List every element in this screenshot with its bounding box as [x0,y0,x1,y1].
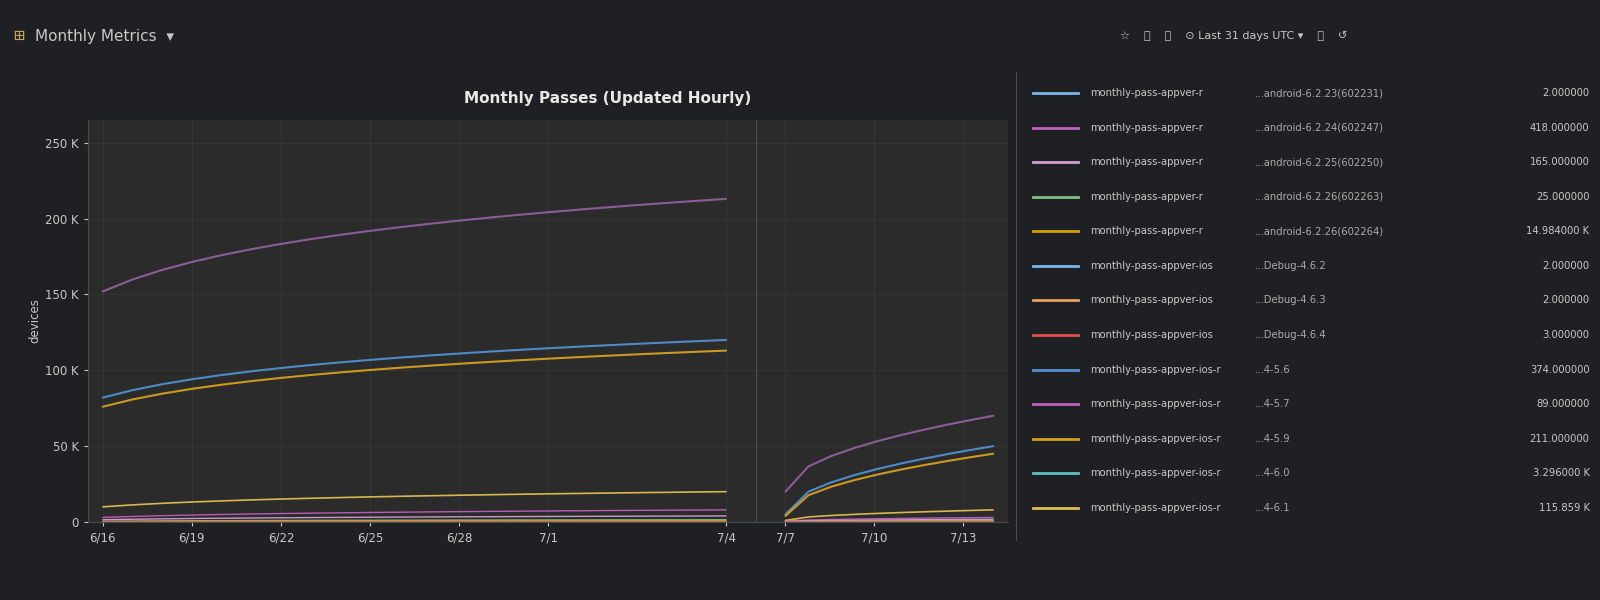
Text: monthly-pass-appver-r: monthly-pass-appver-r [1090,122,1203,133]
Text: monthly-pass-appver-ios: monthly-pass-appver-ios [1090,295,1213,305]
Text: 2.000000: 2.000000 [1542,88,1589,98]
Text: monthly-pass-appver-ios-r: monthly-pass-appver-ios-r [1090,365,1221,374]
Y-axis label: devices: devices [29,299,42,343]
Text: 25.000000: 25.000000 [1536,192,1589,202]
Text: monthly-pass-appver-r: monthly-pass-appver-r [1090,226,1203,236]
Text: ...Debug-4.6.4: ...Debug-4.6.4 [1254,330,1326,340]
Text: ...Debug-4.6.2: ...Debug-4.6.2 [1254,261,1326,271]
Text: ...Debug-4.6.3: ...Debug-4.6.3 [1254,295,1326,305]
Text: monthly-pass-appver-ios-r: monthly-pass-appver-ios-r [1090,434,1221,443]
Text: 115.859 K: 115.859 K [1539,503,1589,513]
Text: monthly-pass-appver-r: monthly-pass-appver-r [1090,88,1203,98]
Text: ...4-6.1: ...4-6.1 [1254,503,1290,513]
Text: 2.000000: 2.000000 [1542,261,1589,271]
Text: ...android-6.2.23(602231): ...android-6.2.23(602231) [1254,88,1384,98]
Text: 14.984000 K: 14.984000 K [1526,226,1589,236]
Text: 211.000000: 211.000000 [1530,434,1589,443]
Text: ...4-6.0: ...4-6.0 [1254,468,1290,478]
Text: 2.000000: 2.000000 [1542,295,1589,305]
Text: monthly-pass-appver-ios-r: monthly-pass-appver-ios-r [1090,503,1221,513]
Text: ...android-6.2.26(602264): ...android-6.2.26(602264) [1254,226,1384,236]
Text: monthly-pass-appver-r: monthly-pass-appver-r [1090,157,1203,167]
Text: 89.000000: 89.000000 [1536,399,1589,409]
Text: monthly-pass-appver-ios: monthly-pass-appver-ios [1090,330,1213,340]
Text: monthly-pass-appver-ios-r: monthly-pass-appver-ios-r [1090,399,1221,409]
Text: ...4-5.9: ...4-5.9 [1254,434,1290,443]
Text: ...android-6.2.26(602263): ...android-6.2.26(602263) [1254,192,1384,202]
Text: ☆    ⬛    ⬛    ⊙ Last 31 days UTC ▾    🔍    ↺: ☆ ⬛ ⬛ ⊙ Last 31 days UTC ▾ 🔍 ↺ [1120,31,1347,41]
Text: 418.000000: 418.000000 [1530,122,1589,133]
Text: 374.000000: 374.000000 [1530,365,1589,374]
Text: Monthly Passes (Updated Hourly): Monthly Passes (Updated Hourly) [464,91,752,106]
Text: Monthly Metrics  ▾: Monthly Metrics ▾ [35,28,174,43]
Text: 165.000000: 165.000000 [1530,157,1589,167]
Text: ...android-6.2.24(602247): ...android-6.2.24(602247) [1254,122,1384,133]
Text: monthly-pass-appver-ios-r: monthly-pass-appver-ios-r [1090,468,1221,478]
Text: ...android-6.2.25(602250): ...android-6.2.25(602250) [1254,157,1384,167]
Text: ⊞: ⊞ [13,27,24,45]
Text: 3.296000 K: 3.296000 K [1533,468,1589,478]
Text: ...4-5.7: ...4-5.7 [1254,399,1290,409]
Text: monthly-pass-appver-ios: monthly-pass-appver-ios [1090,261,1213,271]
Text: ...4-5.6: ...4-5.6 [1254,365,1290,374]
Text: 3.000000: 3.000000 [1542,330,1589,340]
Text: monthly-pass-appver-r: monthly-pass-appver-r [1090,192,1203,202]
